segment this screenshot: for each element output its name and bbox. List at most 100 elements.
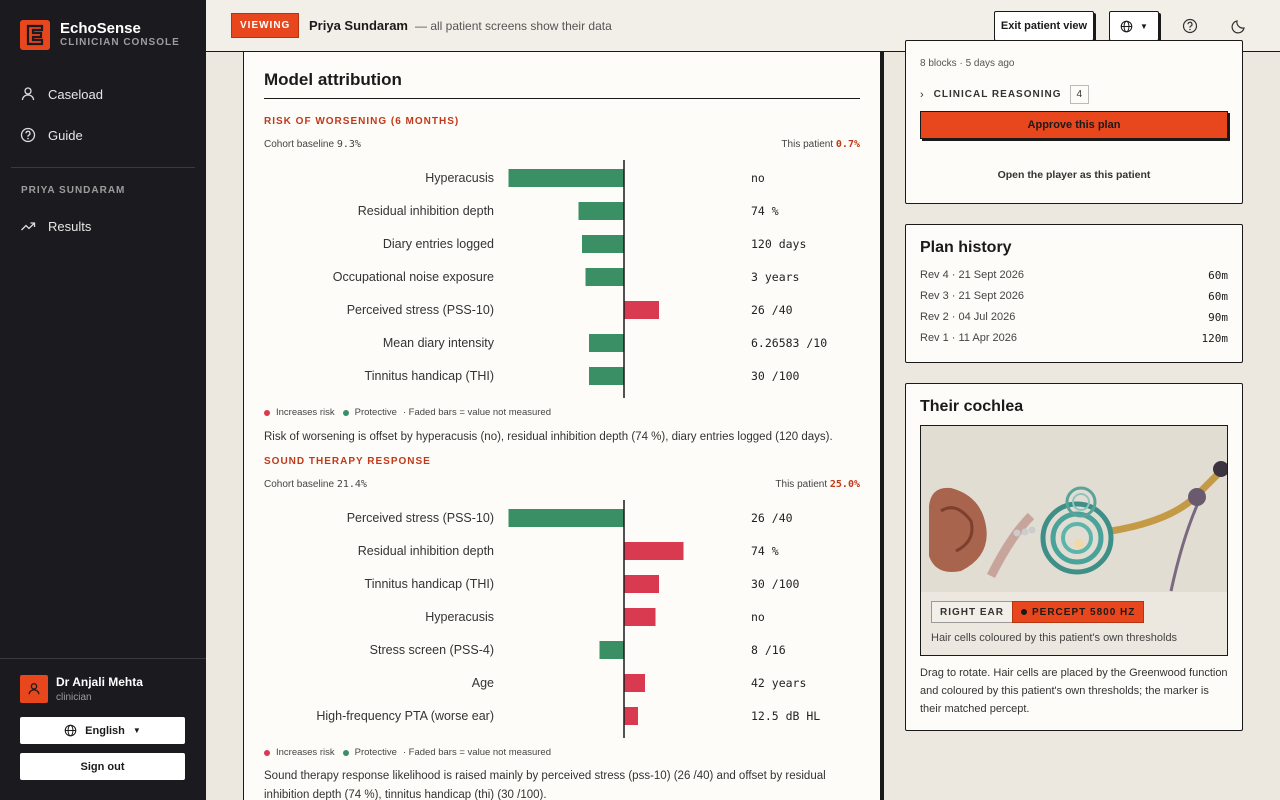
category-label: High-frequency PTA (worse ear)	[316, 709, 494, 723]
exit-patient-view-button[interactable]: Exit patient view	[994, 11, 1094, 41]
plan-blocks-meta: 8 blocks · 5 days ago	[920, 58, 1015, 69]
bar	[624, 608, 656, 626]
echosense-logo-icon	[20, 20, 50, 50]
bar	[624, 542, 684, 560]
sign-out-button[interactable]: Sign out	[20, 753, 185, 780]
chevron-down-icon: ▼	[132, 726, 141, 735]
value-label: 42 years	[751, 676, 806, 690]
user-role: clinician	[56, 692, 92, 703]
viewing-note: — all patient screens show their data	[415, 19, 612, 33]
value-label: no	[751, 171, 765, 185]
brand-subtitle: CLINICIAN CONSOLE	[60, 37, 180, 48]
viewing-badge: VIEWING	[231, 13, 300, 38]
language-menu-button[interactable]: ▼	[1109, 11, 1159, 41]
category-label: Perceived stress (PSS-10)	[347, 511, 494, 525]
help-icon[interactable]	[1182, 18, 1198, 34]
bar	[589, 334, 624, 352]
value-label: 26 /40	[751, 511, 793, 525]
category-label: Mean diary intensity	[383, 336, 495, 350]
category-label: Tinnitus handicap (THI)	[365, 369, 494, 383]
legend-label: Protective	[354, 747, 397, 758]
panel-title: Model attribution	[264, 70, 402, 89]
value-label: 6.26583 /10	[751, 336, 827, 350]
legend-label: Increases risk	[276, 747, 335, 758]
open-player-link[interactable]: Open the player as this patient	[997, 169, 1151, 181]
bar	[578, 202, 624, 220]
nav-item-label: Guide	[48, 127, 83, 143]
plan-history-card: Plan history Rev 4 · 21 Sept 2026 60m Rev…	[905, 224, 1243, 363]
section-heading: RISK OF WORSENING (6 MONTHS)	[264, 116, 460, 127]
history-row[interactable]: Rev 4 · 21 Sept 2026 60m	[920, 269, 1228, 282]
language-select[interactable]: English ▼	[20, 717, 185, 744]
clinical-reasoning-toggle[interactable]: › CLINICAL REASONING 4	[920, 85, 1090, 104]
category-label: Hyperacusis	[425, 610, 494, 624]
chart-legend: Increases risk Protective · Faded bars =…	[264, 747, 551, 758]
avatar	[20, 675, 48, 703]
legend-note: · Faded bars = value not measured	[402, 747, 551, 758]
value-label: 30 /100	[751, 369, 800, 383]
chart-legend: Increases risk Protective · Faded bars =…	[264, 407, 551, 418]
legend-note: · Faded bars = value not measured	[402, 407, 551, 418]
topbar: VIEWING Priya Sundaram — all patient scr…	[206, 0, 1280, 52]
cochlea-3d-viewer[interactable]: RIGHT EAR PERCEPT 5800 HZ Hair cells col…	[920, 425, 1228, 656]
percept-chip[interactable]: PERCEPT 5800 HZ	[1012, 601, 1145, 623]
category-label: Hyperacusis	[425, 171, 494, 185]
section-summary: Sound therapy response likelihood is rai…	[264, 770, 826, 800]
value-label: 30 /100	[751, 577, 800, 591]
user-icon	[21, 87, 35, 101]
divider	[11, 167, 195, 168]
legend-label: Protective	[354, 407, 397, 418]
legend-dot-protective	[342, 749, 349, 756]
bar	[585, 268, 624, 286]
category-label: Residual inhibition depth	[358, 544, 494, 558]
help-circle-icon	[20, 127, 36, 143]
bar	[624, 301, 659, 319]
this-patient-value: This patient 0.7%	[781, 139, 860, 150]
chevron-down-icon: ▼	[1140, 21, 1148, 31]
brand[interactable]: EchoSense CLINICIAN CONSOLE	[20, 20, 180, 50]
category-label: Stress screen (PSS-4)	[370, 643, 494, 657]
legend-label: Increases risk	[276, 407, 335, 418]
legend-dot-risk	[264, 409, 270, 416]
value-label: 74 %	[751, 544, 779, 558]
cochlea-caption: Hair cells coloured by this patient's ow…	[931, 632, 1178, 644]
section-summary: Risk of worsening is offset by hyperacus…	[264, 431, 833, 443]
bar	[589, 367, 624, 385]
user-profile[interactable]: Dr Anjali Mehta clinician	[20, 675, 143, 703]
attribution-chart-worsening: Hyperacusis no Residual inhibition depth 74…	[244, 160, 882, 400]
value-label: no	[751, 610, 765, 624]
user-name: Dr Anjali Mehta	[56, 675, 143, 689]
globe-icon	[64, 724, 77, 737]
section-heading: SOUND THERAPY RESPONSE	[264, 456, 431, 467]
value-label: 8 /16	[751, 643, 786, 657]
bar	[624, 575, 659, 593]
value-label: 3 years	[751, 270, 799, 284]
legend-dot-protective	[342, 409, 349, 416]
value-label: 12.5 dB HL	[751, 709, 820, 723]
history-row-duration: 120m	[1201, 332, 1229, 345]
history-row[interactable]: Rev 1 · 11 Apr 2026 120m	[920, 332, 1228, 345]
value-label: 74 %	[751, 204, 779, 218]
divider	[0, 658, 206, 659]
percept-dot-icon	[1021, 609, 1027, 615]
history-row-label: Rev 2 · 04 Jul 2026	[920, 311, 1016, 323]
history-row-duration: 90m	[1208, 311, 1228, 324]
nav-item-guide[interactable]: Guide	[20, 127, 83, 143]
category-label: Occupational noise exposure	[333, 270, 494, 284]
bar	[508, 169, 624, 187]
ear-side-chip[interactable]: RIGHT EAR	[931, 601, 1013, 623]
clinical-reasoning-label: CLINICAL REASONING	[933, 89, 1062, 100]
history-row-duration: 60m	[1208, 290, 1228, 303]
history-row-label: Rev 3 · 21 Sept 2026	[920, 290, 1024, 302]
plan-card: 8 blocks · 5 days ago › CLINICAL REASONI…	[905, 40, 1243, 204]
moon-icon[interactable]	[1231, 18, 1247, 34]
bar-chart-svg: Perceived stress (PSS-10) 26 /40 Residual …	[316, 500, 820, 738]
nav-item-caseload[interactable]: Caseload	[20, 86, 103, 102]
nav-item-label: Caseload	[48, 86, 103, 102]
history-row[interactable]: Rev 2 · 04 Jul 2026 90m	[920, 311, 1228, 324]
cochlea-description: Drag to rotate. Hair cells are placed by…	[920, 667, 1228, 715]
nav-item-results[interactable]: Results	[20, 218, 91, 234]
approve-plan-button[interactable]: Approve this plan	[920, 111, 1228, 139]
trend-up-icon	[21, 222, 36, 231]
history-row[interactable]: Rev 3 · 21 Sept 2026 60m	[920, 290, 1228, 303]
